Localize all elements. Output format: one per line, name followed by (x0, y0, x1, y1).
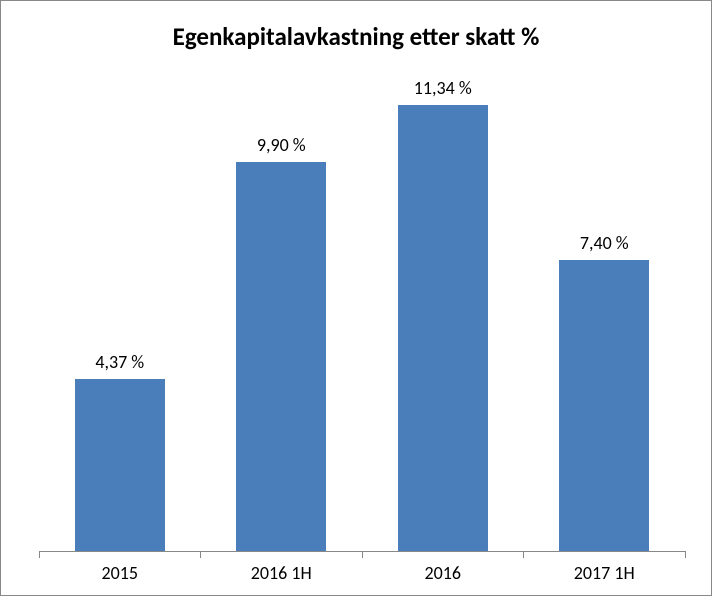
bar-group: 9,90 % (236, 162, 326, 551)
bar-group: 4,37 % (75, 379, 165, 551)
x-axis-labels: 2015 2016 1H 2016 2017 1H (1, 562, 711, 592)
bar (75, 379, 165, 551)
data-label: 11,34 % (370, 77, 515, 99)
bar-group: 7,40 % (559, 260, 649, 551)
bar-group: 11,34 % (398, 105, 488, 551)
data-label: 7,40 % (532, 232, 677, 254)
x-axis-label: 2017 1H (574, 562, 635, 584)
chart-frame: Egenkapitalavkastning etter skatt % 4,37… (0, 0, 712, 596)
data-label: 9,90 % (209, 134, 354, 156)
x-axis-label: 2015 (102, 562, 139, 584)
bar (559, 260, 649, 551)
x-tick (39, 551, 40, 558)
plot-area: 4,37 % 9,90 % 11,34 % 7,40 % (39, 79, 685, 552)
bar (398, 105, 488, 551)
data-label: 4,37 % (47, 351, 192, 373)
chart-title: Egenkapitalavkastning etter skatt % (1, 1, 711, 52)
x-tick (523, 551, 524, 558)
x-tick (200, 551, 201, 558)
x-tick (362, 551, 363, 558)
x-axis-label: 2016 (425, 562, 462, 584)
x-tick (685, 551, 686, 558)
bar (236, 162, 326, 551)
x-axis-label: 2016 1H (251, 562, 312, 584)
